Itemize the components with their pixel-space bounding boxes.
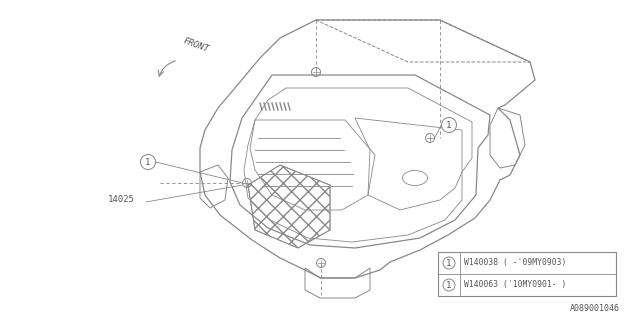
Text: 1: 1 xyxy=(446,281,452,290)
Circle shape xyxy=(442,117,456,132)
Text: 1: 1 xyxy=(446,121,452,130)
Circle shape xyxy=(443,257,455,269)
Circle shape xyxy=(443,279,455,291)
Text: A089001046: A089001046 xyxy=(570,304,620,313)
Bar xyxy=(438,252,616,296)
Text: FRONT: FRONT xyxy=(182,36,211,54)
Text: W140063 ('10MY0901- ): W140063 ('10MY0901- ) xyxy=(464,281,566,290)
Text: 1: 1 xyxy=(446,259,452,268)
Circle shape xyxy=(141,155,156,170)
Text: W140038 ( -'09MY0903): W140038 ( -'09MY0903) xyxy=(464,259,566,268)
Text: 14025: 14025 xyxy=(108,195,135,204)
Text: 1: 1 xyxy=(145,157,150,166)
